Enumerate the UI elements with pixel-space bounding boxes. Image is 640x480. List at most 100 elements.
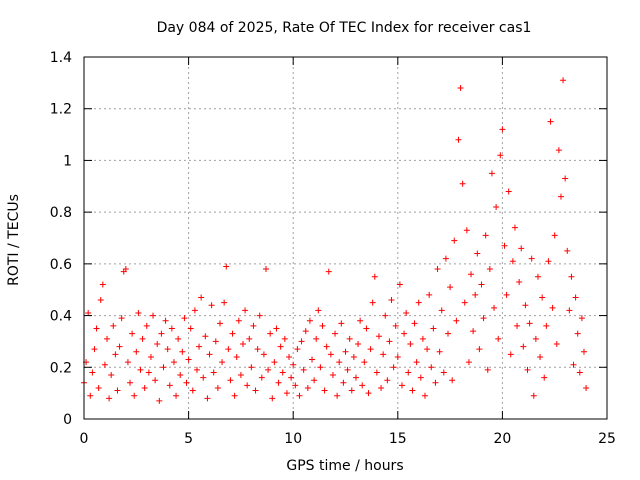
data-point (401, 330, 408, 337)
data-point (101, 361, 108, 368)
data-point (386, 338, 393, 345)
data-point (114, 387, 121, 394)
data-point (476, 346, 483, 353)
data-point (122, 266, 129, 273)
data-point (526, 320, 533, 327)
data-point (457, 85, 464, 92)
x-tick-label: 10 (284, 431, 302, 447)
data-point (419, 335, 426, 342)
data-point (181, 315, 188, 322)
data-point (470, 328, 477, 335)
data-point (426, 291, 433, 298)
data-point (85, 309, 92, 316)
data-point (451, 237, 458, 244)
data-point (334, 392, 341, 399)
data-point (108, 372, 115, 379)
x-tick-label: 25 (598, 431, 616, 447)
data-point (302, 328, 309, 335)
data-point (152, 377, 159, 384)
data-point (311, 377, 318, 384)
data-point (465, 359, 472, 366)
data-point (449, 377, 456, 384)
data-point (518, 245, 525, 252)
data-point (242, 307, 249, 314)
data-point (277, 343, 284, 350)
data-point (93, 325, 100, 332)
data-point (378, 384, 385, 391)
data-points (81, 77, 590, 404)
data-point (472, 291, 479, 298)
data-point (97, 297, 104, 304)
data-point (204, 395, 211, 402)
data-point (206, 351, 213, 358)
data-point (116, 343, 123, 350)
data-point (193, 366, 200, 373)
data-point (509, 258, 516, 265)
data-point (440, 369, 447, 376)
data-point (570, 361, 577, 368)
data-point (375, 333, 382, 340)
data-point (545, 258, 552, 265)
data-point (183, 379, 190, 386)
data-point (231, 392, 238, 399)
data-point (424, 346, 431, 353)
data-point (493, 203, 500, 210)
data-point (239, 341, 246, 348)
data-point (164, 346, 171, 353)
data-point (292, 382, 299, 389)
data-point (319, 322, 326, 329)
data-point (179, 348, 186, 355)
data-point (227, 377, 234, 384)
data-point (505, 188, 512, 195)
data-point (254, 346, 261, 353)
data-point (361, 359, 368, 366)
data-point (480, 315, 487, 322)
data-point (275, 379, 282, 386)
data-point (524, 366, 531, 373)
data-point (411, 320, 418, 327)
data-point (421, 392, 428, 399)
data-point (175, 335, 182, 342)
data-point (150, 312, 157, 319)
data-point (390, 364, 397, 371)
data-point (459, 180, 466, 187)
data-point (503, 291, 510, 298)
data-point (260, 351, 267, 358)
data-point (541, 374, 548, 381)
data-point (198, 294, 205, 301)
data-point (578, 315, 585, 322)
data-point (543, 322, 550, 329)
y-tick-label: 0 (63, 412, 72, 428)
data-point (185, 356, 192, 363)
data-point (106, 395, 113, 402)
data-point (267, 330, 274, 337)
data-point (344, 366, 351, 373)
data-point (112, 351, 119, 358)
data-point (350, 353, 357, 360)
data-point (380, 351, 387, 358)
data-point (359, 382, 366, 389)
data-point (478, 281, 485, 288)
data-point (283, 390, 290, 397)
data-point (137, 366, 144, 373)
data-point (357, 317, 364, 324)
data-point (263, 266, 270, 273)
data-point (495, 335, 502, 342)
data-point (583, 384, 590, 391)
data-point (170, 359, 177, 366)
data-point (432, 379, 439, 386)
data-point (346, 335, 353, 342)
data-point (139, 335, 146, 342)
data-point (580, 348, 587, 355)
data-point (196, 343, 203, 350)
data-point (551, 232, 558, 239)
data-point (244, 382, 251, 389)
data-point (221, 299, 228, 306)
data-point (110, 322, 117, 329)
data-point (428, 364, 435, 371)
data-point (296, 392, 303, 399)
data-point (434, 266, 441, 273)
x-tick-label: 0 (80, 431, 89, 447)
data-point (200, 374, 207, 381)
data-point (560, 77, 567, 84)
